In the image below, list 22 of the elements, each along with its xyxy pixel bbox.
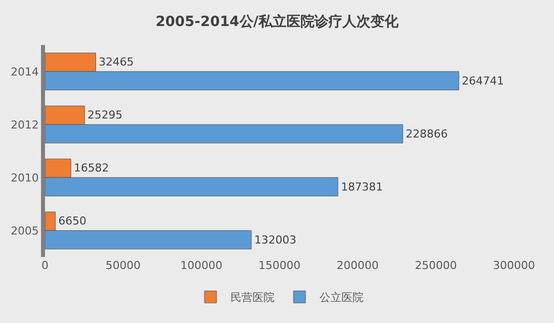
x-tick-label: 300000 (493, 259, 535, 272)
x-tick-label: 100000 (180, 259, 222, 272)
y-tick-label: 2012 (10, 118, 39, 132)
data-label: 264741 (462, 74, 504, 88)
x-tick-label: 150000 (258, 259, 300, 272)
legend-label: 公立医院 (320, 291, 364, 304)
y-tick-label: 2010 (10, 171, 39, 184)
data-label: 187381 (340, 180, 383, 194)
data-label: 25295 (88, 108, 123, 122)
x-tick-label: 200000 (336, 259, 379, 272)
y-tick-label: 2014 (10, 65, 39, 78)
legend-label: 民营医院 (230, 291, 274, 304)
data-label: 228866 (406, 127, 448, 140)
y-tick-label: 2005 (10, 224, 39, 238)
x-tick-label: 0 (42, 259, 48, 272)
x-tick-label: 250000 (414, 259, 457, 272)
data-label: 16582 (74, 162, 109, 175)
data-label: 6650 (58, 214, 86, 228)
data-label: 32465 (98, 56, 134, 69)
chart-title: 2005-2014公/私立医院诊疗人次变化 (156, 12, 400, 30)
x-tick-label: 50000 (106, 259, 141, 272)
data-label: 132003 (254, 233, 296, 246)
